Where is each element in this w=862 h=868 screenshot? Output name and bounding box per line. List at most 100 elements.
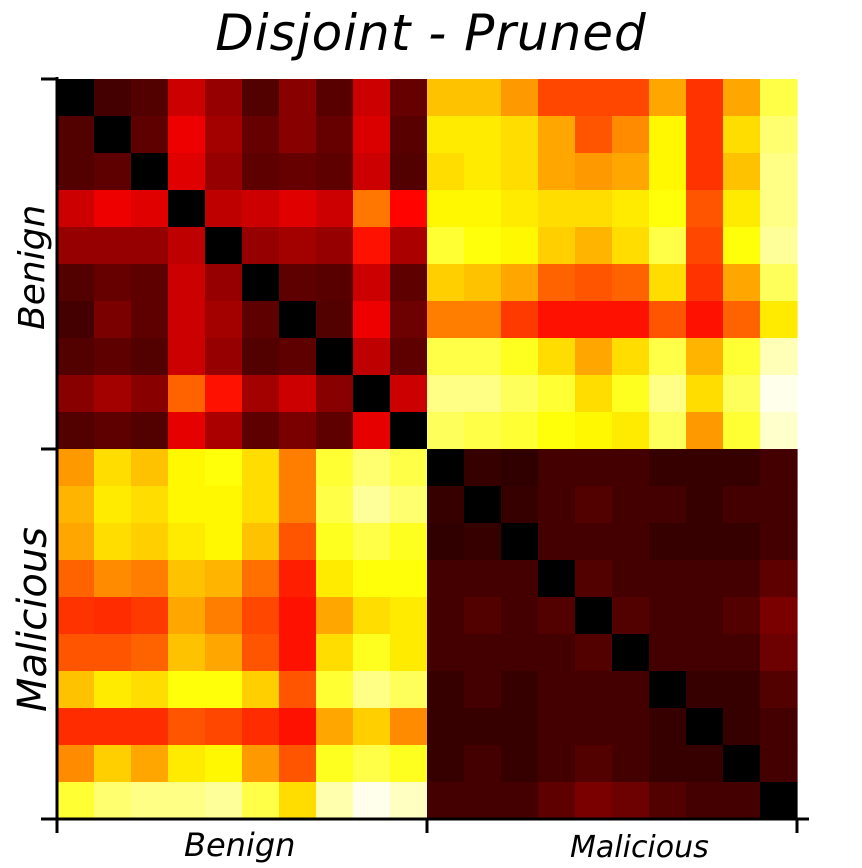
heatmap-cell bbox=[131, 264, 169, 302]
heatmap-cell bbox=[205, 671, 243, 709]
heatmap-cell bbox=[353, 79, 391, 117]
heatmap-cell bbox=[501, 227, 539, 265]
heatmap-cell bbox=[353, 264, 391, 302]
heatmap-cell bbox=[353, 375, 391, 413]
heatmap-cell bbox=[316, 79, 354, 117]
heatmap-cell bbox=[205, 116, 243, 154]
heatmap-cell bbox=[390, 264, 428, 302]
heatmap-cell bbox=[242, 412, 280, 450]
heatmap-cell bbox=[649, 338, 687, 376]
heatmap-cell bbox=[316, 449, 354, 487]
heatmap-cell bbox=[686, 79, 724, 117]
heatmap-cell bbox=[575, 523, 613, 561]
heatmap-cell bbox=[131, 338, 169, 376]
heatmap-cell bbox=[316, 412, 354, 450]
heatmap-cell bbox=[501, 560, 539, 598]
heatmap-cell bbox=[575, 782, 613, 820]
heatmap-cell bbox=[168, 782, 206, 820]
heatmap-cell bbox=[390, 449, 428, 487]
heatmap-cell bbox=[205, 190, 243, 228]
heatmap-cell bbox=[612, 745, 650, 783]
heatmap-cell bbox=[686, 227, 724, 265]
heatmap-cell bbox=[279, 116, 317, 154]
heatmap-cell bbox=[612, 412, 650, 450]
heatmap-cell bbox=[760, 264, 798, 302]
heatmap-cell bbox=[649, 782, 687, 820]
heatmap-cell bbox=[464, 264, 502, 302]
heatmap-cell bbox=[760, 597, 798, 635]
heatmap-cell bbox=[538, 449, 576, 487]
heatmap-cell bbox=[538, 708, 576, 746]
heatmap-cell bbox=[205, 79, 243, 117]
heatmap-cell bbox=[686, 708, 724, 746]
heatmap-cell bbox=[612, 227, 650, 265]
heatmap-cell bbox=[686, 153, 724, 191]
heatmap-cell bbox=[94, 227, 132, 265]
heatmap-cell bbox=[612, 782, 650, 820]
heatmap-cell bbox=[57, 449, 95, 487]
heatmap-cell bbox=[316, 708, 354, 746]
heatmap-cell bbox=[575, 79, 613, 117]
heatmap-cell bbox=[501, 486, 539, 524]
heatmap-cell bbox=[205, 375, 243, 413]
heatmap-cell bbox=[131, 412, 169, 450]
heatmap-cell bbox=[316, 634, 354, 672]
heatmap-cell bbox=[168, 671, 206, 709]
heatmap-cell bbox=[760, 227, 798, 265]
heatmap-cell bbox=[612, 486, 650, 524]
heatmap-cell bbox=[242, 597, 280, 635]
heatmap-cell bbox=[464, 227, 502, 265]
heatmap-cell bbox=[464, 634, 502, 672]
heatmap-cell bbox=[649, 634, 687, 672]
heatmap-cell bbox=[723, 338, 761, 376]
heatmap-cell bbox=[501, 523, 539, 561]
heatmap-cell bbox=[168, 79, 206, 117]
heatmap-cell bbox=[205, 634, 243, 672]
heatmap-cell bbox=[464, 375, 502, 413]
heatmap-cell bbox=[427, 634, 465, 672]
heatmap-cell bbox=[279, 153, 317, 191]
heatmap-cell bbox=[723, 227, 761, 265]
heatmap-cell bbox=[279, 486, 317, 524]
heatmap-cell bbox=[464, 523, 502, 561]
heatmap-cell bbox=[723, 708, 761, 746]
heatmap-cell bbox=[94, 79, 132, 117]
heatmap-cell bbox=[686, 486, 724, 524]
heatmap-cell bbox=[760, 745, 798, 783]
heatmap-cell bbox=[686, 338, 724, 376]
heatmap-cell bbox=[57, 486, 95, 524]
heatmap-cell bbox=[464, 153, 502, 191]
heatmap-cell bbox=[427, 153, 465, 191]
heatmap-cell bbox=[760, 486, 798, 524]
heatmap-cell bbox=[464, 745, 502, 783]
heatmap-cell bbox=[94, 190, 132, 228]
heatmap-cell bbox=[612, 560, 650, 598]
heatmap-cell bbox=[390, 116, 428, 154]
heatmap-cell bbox=[612, 671, 650, 709]
heatmap-cell bbox=[575, 634, 613, 672]
heatmap-cell bbox=[538, 412, 576, 450]
heatmap-cell bbox=[316, 264, 354, 302]
heatmap-cell bbox=[686, 264, 724, 302]
heatmap-cell bbox=[538, 79, 576, 117]
heatmap-cell bbox=[168, 116, 206, 154]
heatmap-cell bbox=[427, 449, 465, 487]
heatmap-cell bbox=[427, 301, 465, 339]
heatmap-cell bbox=[760, 375, 798, 413]
heatmap-cell bbox=[205, 560, 243, 598]
heatmap-cell bbox=[612, 338, 650, 376]
heatmap-cell bbox=[427, 597, 465, 635]
heatmap-cell bbox=[131, 301, 169, 339]
heatmap-cell bbox=[94, 375, 132, 413]
heatmap-cell bbox=[316, 338, 354, 376]
heatmap-cell bbox=[168, 301, 206, 339]
heatmap-cell bbox=[538, 227, 576, 265]
heatmap-cell bbox=[538, 523, 576, 561]
heatmap-cell bbox=[316, 523, 354, 561]
heatmap-cell bbox=[242, 782, 280, 820]
heatmap-cell bbox=[57, 227, 95, 265]
heatmap-cell bbox=[131, 745, 169, 783]
heatmap-cell bbox=[168, 375, 206, 413]
heatmap-cell bbox=[501, 338, 539, 376]
heatmap-cell bbox=[427, 708, 465, 746]
